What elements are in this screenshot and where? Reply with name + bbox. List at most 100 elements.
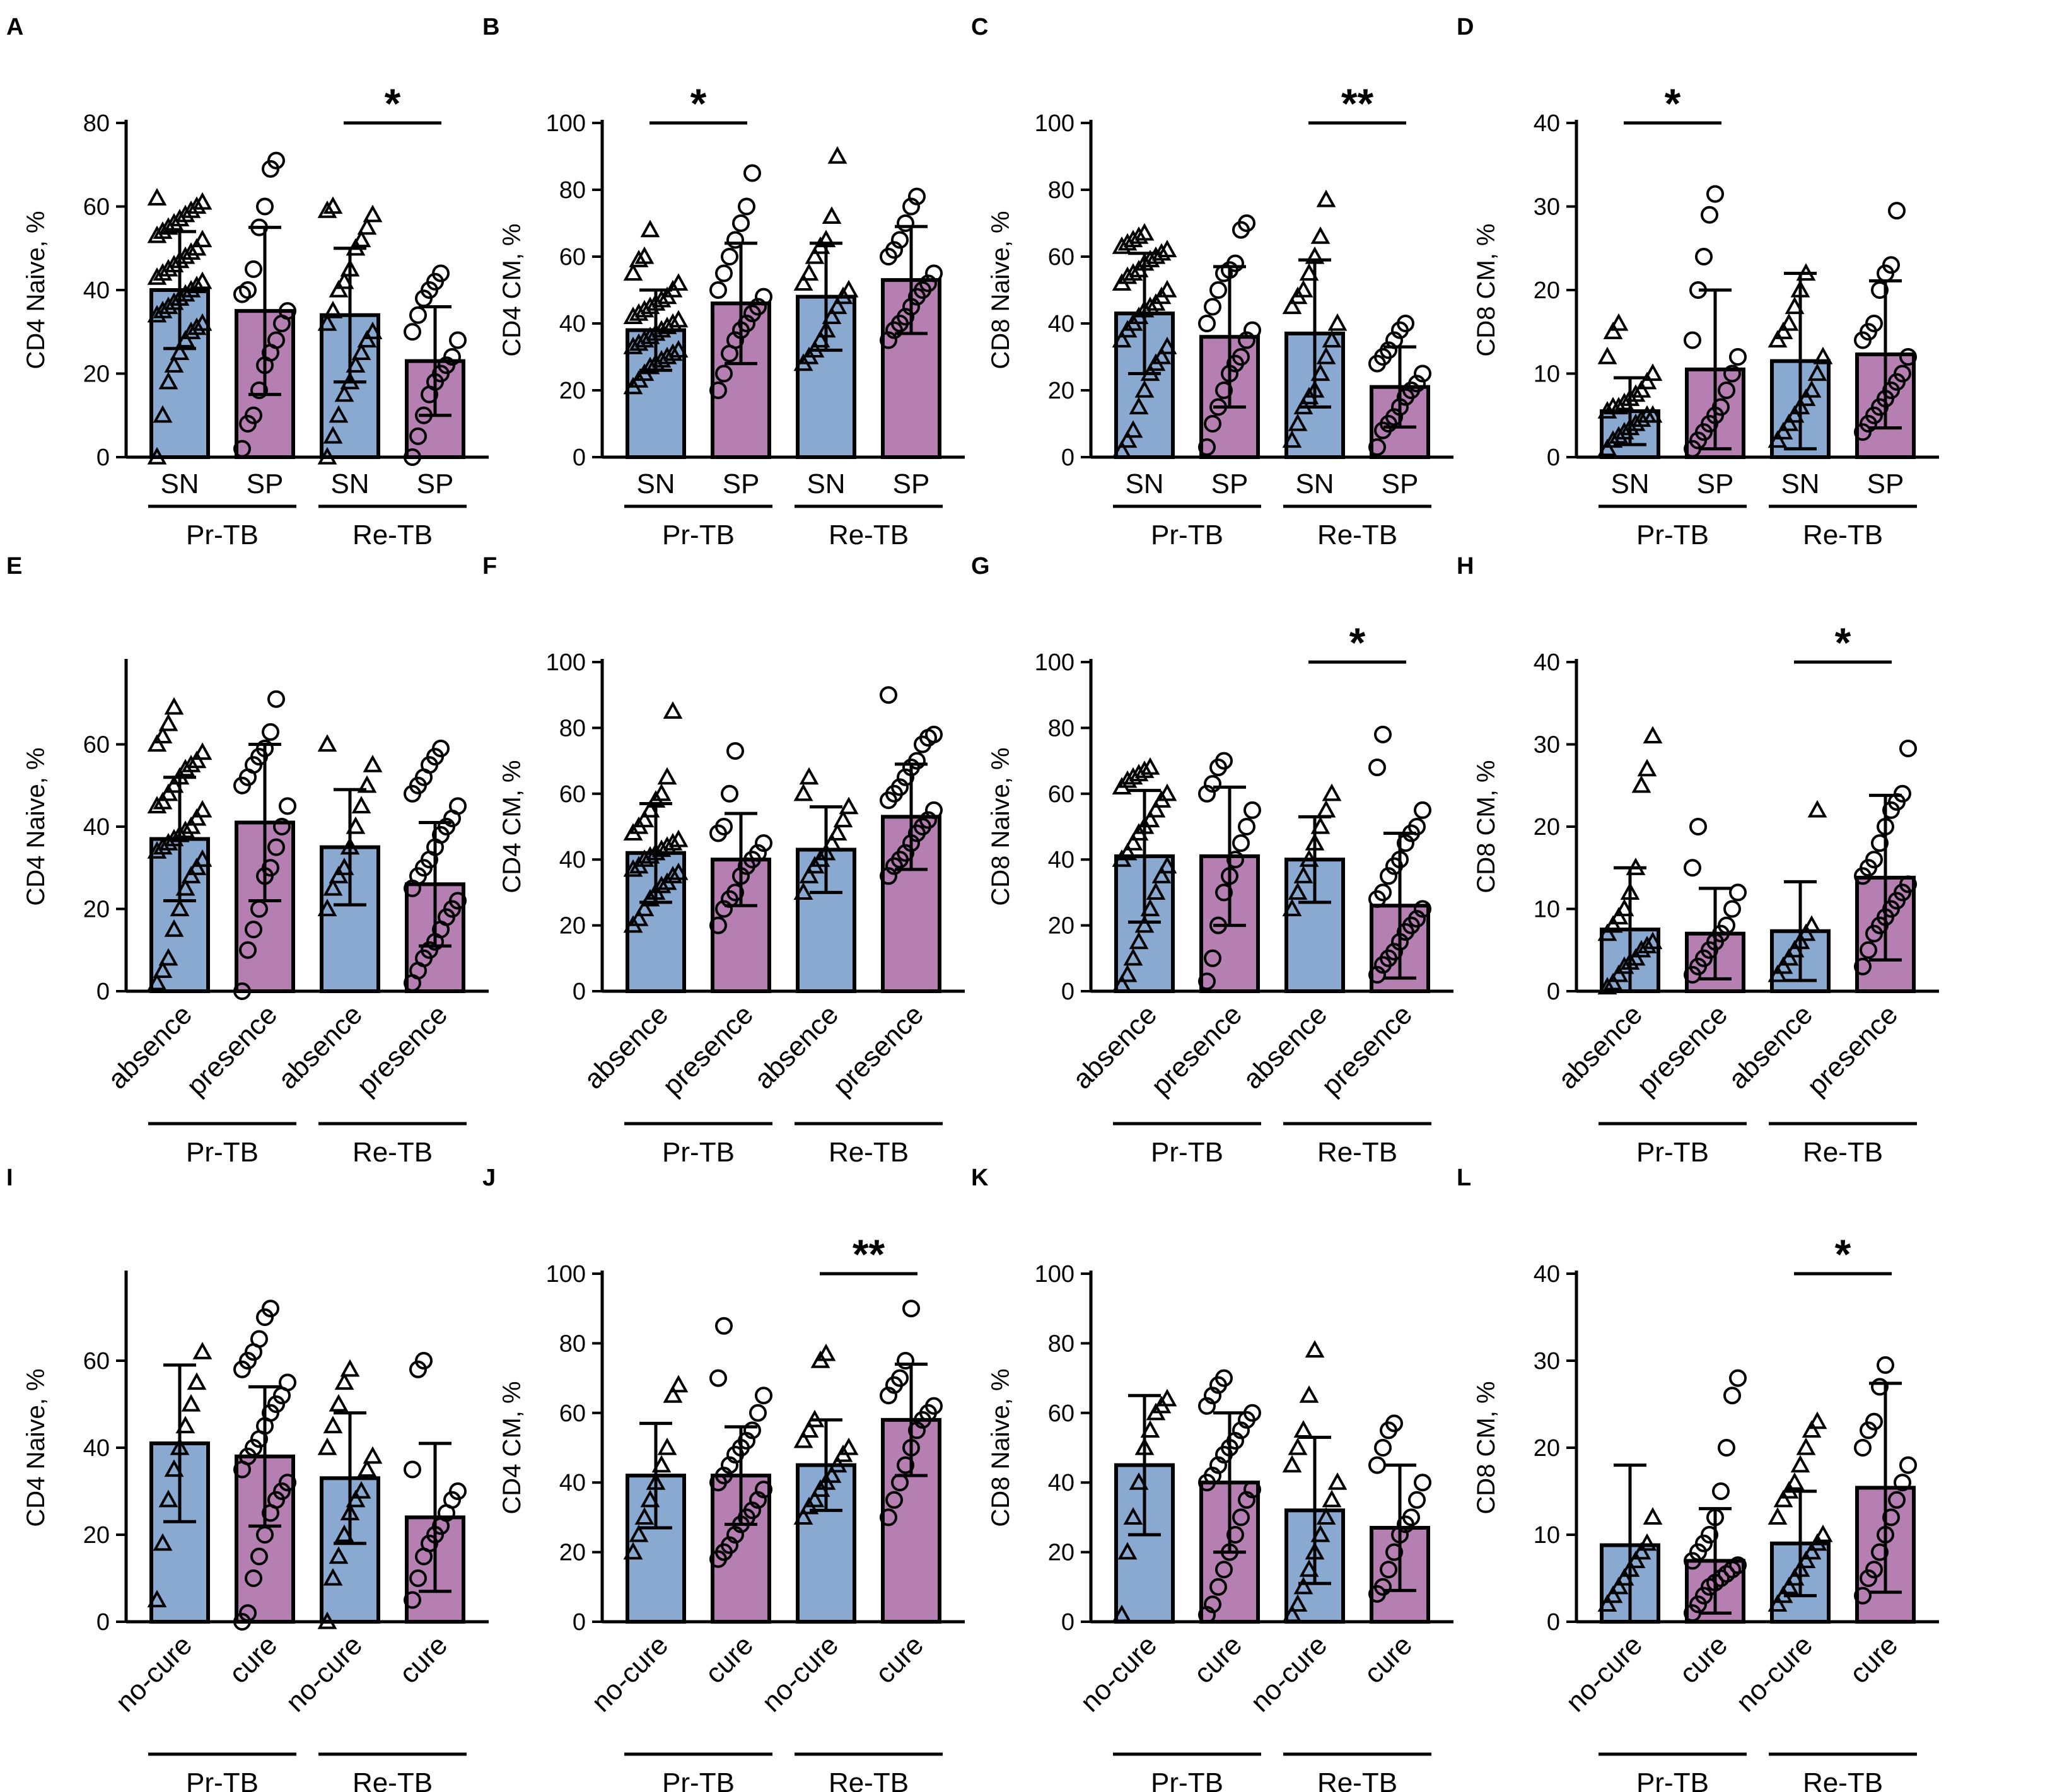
data-point	[1779, 313, 1799, 331]
data-point	[1414, 1474, 1431, 1492]
data-point	[1204, 298, 1221, 316]
data-point	[181, 1393, 201, 1412]
data-point	[1117, 1542, 1138, 1560]
data-point	[175, 1416, 195, 1434]
data-point	[1882, 1508, 1900, 1527]
data-point	[1198, 972, 1216, 991]
data-point	[1414, 801, 1431, 819]
y-tick-label: 20	[1534, 814, 1560, 841]
data-point	[1796, 923, 1816, 941]
data-point	[897, 1352, 914, 1370]
data-point	[1773, 1585, 1793, 1603]
category-label: SN	[1295, 468, 1334, 499]
data-point	[279, 302, 296, 320]
data-point	[1637, 759, 1657, 777]
y-tick-label: 20	[1048, 913, 1075, 940]
data-point	[1238, 214, 1255, 232]
data-point	[262, 859, 279, 877]
data-point	[1768, 964, 1788, 982]
data-point	[1385, 408, 1403, 426]
data-point	[715, 900, 733, 918]
group-label: Re-TB	[1317, 520, 1397, 550]
panel-label: I	[6, 1165, 13, 1191]
data-point	[1238, 818, 1255, 835]
data-point	[1802, 380, 1822, 398]
data-point	[1374, 1578, 1392, 1596]
data-point	[250, 900, 268, 918]
data-point	[1157, 856, 1177, 874]
data-point	[153, 263, 173, 281]
y-tick-label: 60	[83, 732, 110, 759]
data-point	[651, 289, 672, 308]
data-point	[449, 331, 467, 349]
data-point	[1790, 1455, 1810, 1473]
data-point	[147, 972, 167, 991]
data-point	[334, 1372, 354, 1390]
data-point	[1723, 900, 1741, 918]
y-tick-label: 40	[1048, 1470, 1075, 1496]
data-point	[663, 343, 683, 361]
data-point	[1871, 281, 1889, 299]
data-point	[158, 948, 178, 966]
data-point	[329, 1546, 349, 1564]
panel-C: C 0 20 40 60 80 100 CD8 Naive, % SN SP SN SP Pr-TB Re…	[971, 14, 1453, 550]
group-label: Pr-TB	[1151, 1767, 1223, 1792]
y-tick-label: 60	[1048, 781, 1075, 808]
data-point	[1865, 851, 1883, 869]
data-point	[902, 298, 920, 316]
data-point	[623, 859, 643, 877]
data-point	[1626, 413, 1646, 431]
data-point	[1397, 315, 1414, 332]
data-point	[1385, 331, 1403, 349]
data-point	[1368, 965, 1386, 984]
group-label: Pr-TB	[186, 1137, 259, 1168]
data-point	[1871, 834, 1889, 852]
y-tick-label: 100	[546, 1261, 586, 1288]
data-point	[1151, 346, 1172, 364]
data-point	[449, 892, 467, 910]
significance-label: **	[1341, 80, 1374, 127]
y-tick-label: 40	[1534, 110, 1560, 137]
data-point	[1643, 1507, 1663, 1525]
data-point	[880, 331, 897, 349]
data-point	[1408, 375, 1426, 393]
data-point	[346, 355, 366, 373]
data-point	[749, 844, 767, 862]
data-point	[885, 241, 903, 259]
data-point	[651, 1455, 672, 1473]
data-point	[732, 214, 750, 232]
significance-label: *	[1665, 80, 1681, 127]
data-point	[1603, 430, 1623, 448]
data-point	[404, 1591, 421, 1609]
data-point	[925, 725, 943, 743]
data-point	[192, 1342, 213, 1359]
data-point	[267, 1491, 285, 1509]
data-point	[1204, 775, 1221, 793]
data-point	[153, 726, 173, 744]
data-point	[1865, 1412, 1883, 1431]
data-point	[1860, 1569, 1877, 1587]
data-point	[1603, 322, 1623, 339]
data-point	[1221, 1543, 1238, 1561]
y-tick-label: 0	[1547, 1609, 1560, 1636]
data-point	[822, 306, 842, 324]
category-label: no-cure	[1730, 1629, 1819, 1718]
data-point	[827, 146, 847, 164]
data-point	[726, 331, 744, 349]
y-axis-title: CD8 Naive, %	[987, 747, 1015, 905]
significance-label: *	[1349, 619, 1366, 666]
data-point	[147, 188, 167, 206]
data-point	[323, 878, 343, 896]
panel-label: K	[971, 1165, 989, 1191]
data-point	[1684, 1552, 1701, 1570]
data-point	[147, 841, 167, 859]
data-point	[357, 775, 377, 793]
data-point	[732, 867, 750, 885]
data-point	[363, 755, 383, 772]
data-point	[897, 768, 914, 786]
data-point	[1620, 417, 1640, 436]
data-point	[1198, 315, 1216, 332]
data-point	[749, 1404, 767, 1422]
